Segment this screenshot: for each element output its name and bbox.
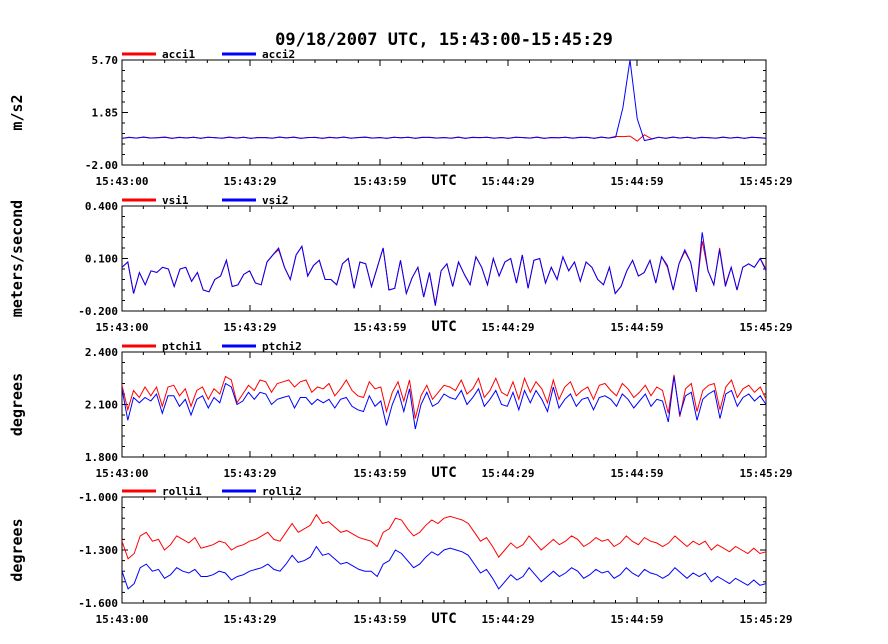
x-tick-label: 15:43:00 [96,467,149,480]
legend-label-rolli1: rolli1 [162,485,202,498]
x-axis-label: UTC [431,611,456,627]
panel-3: 2.400 2.100 1.800 15:43:00 15:43:29 15:43:59 1… [8,340,792,481]
x-axis-label: UTC [431,319,456,335]
y-tick-label: 5.70 [92,54,119,67]
y-axis-label: degrees [8,373,26,436]
x-tick-label: 15:43:59 [354,175,407,188]
x-tick-label: 15:44:59 [611,613,664,626]
x-axis-label: UTC [431,173,456,189]
y-tick-label: 0.100 [85,253,118,266]
plot-frame [121,59,767,166]
x-tick-label: 15:43:00 [96,613,149,626]
x-tick-label: 15:43:59 [354,467,407,480]
x-tick-label: 15:44:59 [611,175,664,188]
x-tick-label: 15:44:29 [482,175,535,188]
x-tick-label: 15:43:00 [96,175,149,188]
y-tick-label: -1.000 [78,491,118,504]
x-tick-label: 15:45:29 [740,321,793,334]
series-line-rolli1 [122,513,766,560]
plot-frame [121,205,767,312]
legend-label-vsi2: vsi2 [262,194,289,207]
chart-title: 09/18/2007 UTC, 15:43:00-15:45:29 [275,30,613,50]
x-tick-label: 15:45:29 [740,175,793,188]
y-tick-label: -1.600 [78,597,118,610]
x-tick-label: 15:43:29 [224,467,277,480]
x-tick-label: 15:45:29 [740,467,793,480]
y-axis-label: meters/second [8,200,26,317]
x-tick-label: 15:44:29 [482,613,535,626]
y-axis-label: degrees [8,518,26,581]
series-line-ptchi1 [122,374,766,419]
x-tick-label: 15:43:29 [224,175,277,188]
y-tick-label: -1.300 [78,544,118,557]
x-tick-label: 15:44:29 [482,467,535,480]
y-tick-label: 0.400 [85,200,118,213]
y-tick-label: -0.200 [78,305,118,318]
legend-label-rolli2: rolli2 [262,485,302,498]
x-tick-label: 15:43:59 [354,613,407,626]
y-axis-label: m/s2 [8,94,26,130]
x-tick-label: 15:44:59 [611,321,664,334]
x-tick-label: 15:43:59 [354,321,407,334]
legend-label-acci1: acci1 [162,48,195,61]
y-tick-label: 2.400 [85,346,118,359]
series-line-vsi2 [122,232,766,306]
y-tick-label: 1.800 [85,451,118,464]
series-line-acci2 [122,60,766,142]
x-tick-label: 15:43:29 [224,613,277,626]
x-tick-label: 15:45:29 [740,613,793,626]
x-tick-label: 15:44:59 [611,467,664,480]
y-tick-label: 2.100 [85,399,118,412]
y-tick-label: -2.00 [85,159,118,172]
legend-label-ptchi1: ptchi1 [162,340,202,353]
series-line-rolli2 [122,545,766,590]
x-axis-label: UTC [431,465,456,481]
legend-label-acci2: acci2 [262,48,295,61]
x-tick-label: 15:43:00 [96,321,149,334]
panel-1: 5.70 1.85 -2.00 15:43:00 15:43:29 15:43:59 15:… [8,48,792,189]
panel-4: -1.000 -1.300 -1.600 15:43:00 15:43:29 15:43:… [8,485,792,627]
x-tick-label: 15:43:29 [224,321,277,334]
legend-label-vsi1: vsi1 [162,194,189,207]
y-tick-label: 1.85 [92,107,119,120]
series-line-ptchi2 [122,376,766,430]
x-tick-label: 15:44:29 [482,321,535,334]
legend-label-ptchi2: ptchi2 [262,340,302,353]
panel-2: 0.400 0.100 -0.200 15:43:00 15:43:29 15:43:59… [8,194,792,335]
